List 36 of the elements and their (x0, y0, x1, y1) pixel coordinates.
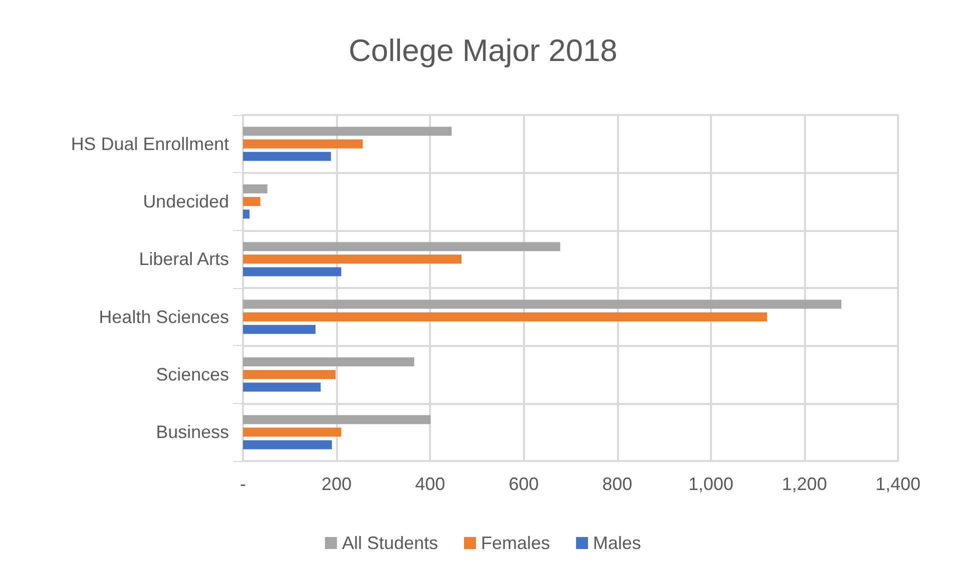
bar (243, 139, 363, 148)
x-tick-label: 600 (508, 474, 539, 494)
y-tick-label: Sciences (156, 364, 229, 384)
x-tick-label: 1,400 (875, 474, 921, 494)
x-tick-label: 400 (415, 474, 446, 494)
x-tick-label: 200 (322, 474, 352, 494)
bar (243, 184, 268, 194)
bar (243, 267, 342, 276)
bar (243, 382, 321, 392)
x-tick-label: - (240, 474, 246, 494)
y-tick-label: Business (156, 422, 229, 442)
y-tick-label: Health Sciences (98, 306, 229, 327)
bar (243, 324, 316, 334)
legend-label: Females (481, 533, 550, 553)
y-tick-label: Liberal Arts (138, 249, 229, 270)
bar (243, 254, 462, 264)
bar (243, 126, 452, 136)
bar (243, 370, 336, 379)
bar (243, 300, 842, 309)
chart-title: College Major 2018 (348, 33, 618, 68)
legend-label: Males (593, 533, 642, 553)
x-tick-label: 1,000 (688, 474, 734, 494)
legend-label: All Students (342, 533, 438, 553)
y-tick-label: HS Dual Enrollment (70, 134, 229, 154)
bar (243, 357, 414, 366)
bar (243, 242, 560, 252)
bar (243, 197, 260, 206)
x-tick-label: 800 (602, 474, 632, 494)
bar (243, 210, 250, 219)
bar (243, 415, 431, 424)
y-tick-label: Undecided (142, 192, 229, 212)
bar (243, 428, 342, 437)
x-tick-label: 1,200 (782, 474, 827, 494)
bar (243, 152, 331, 161)
bar (243, 312, 767, 322)
bar (243, 440, 332, 450)
